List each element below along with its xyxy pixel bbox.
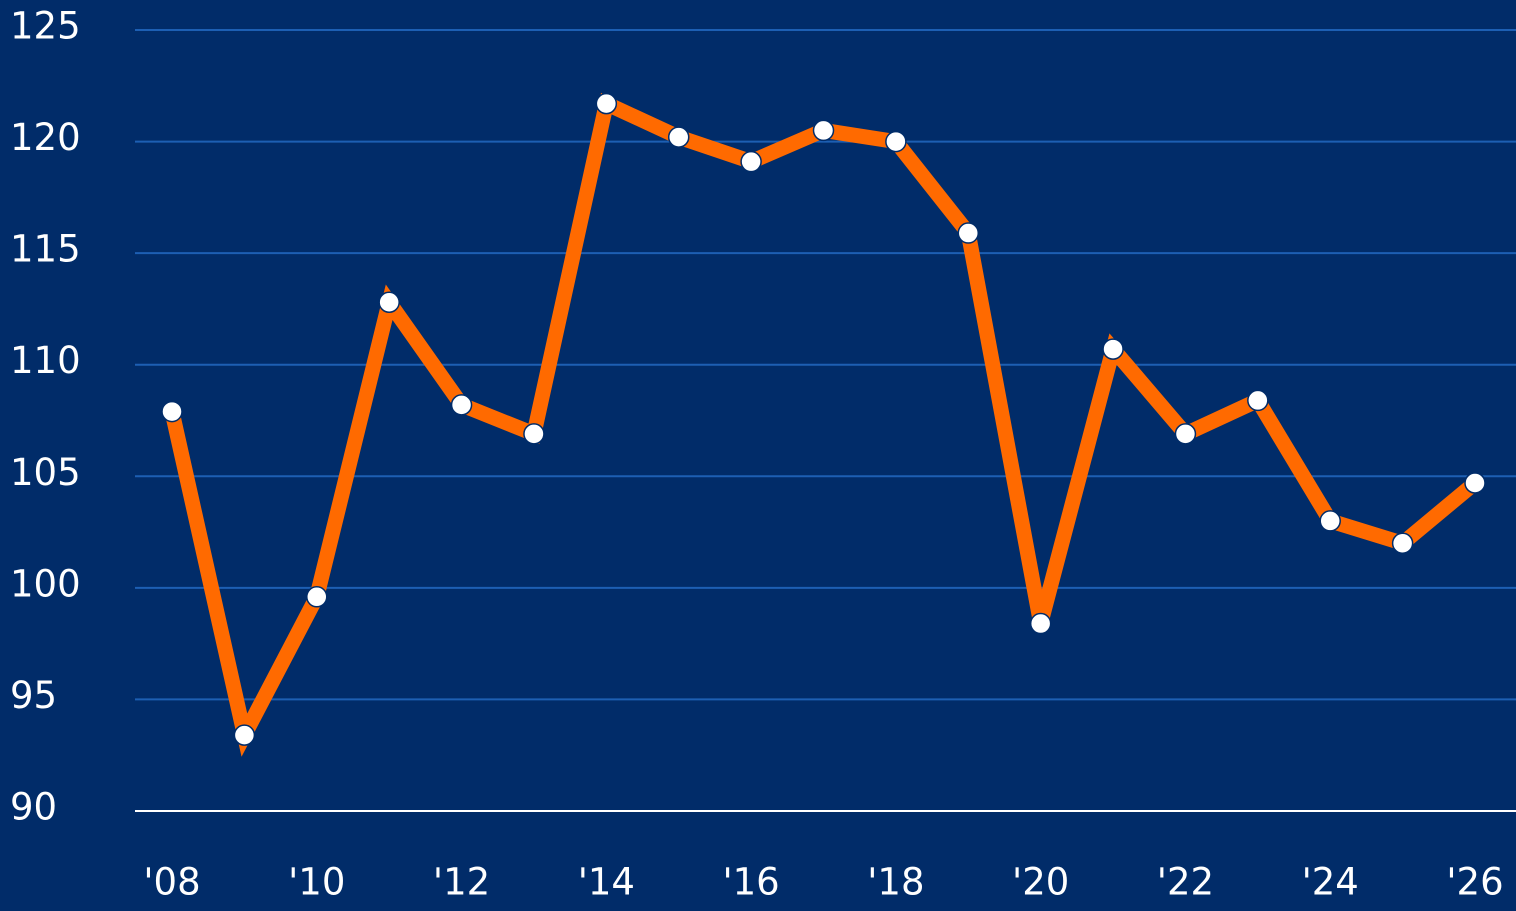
x-tick-label: '18 <box>867 861 924 904</box>
marker <box>667 126 690 148</box>
marker <box>450 394 473 416</box>
y-tick-label: 110 <box>10 339 81 382</box>
x-tick-label: '24 <box>1302 861 1359 904</box>
x-tick-label: '10 <box>288 861 345 904</box>
y-tick-label: 90 <box>10 786 57 829</box>
marker <box>306 586 328 608</box>
marker <box>161 400 183 423</box>
x-tick-label: '08 <box>143 861 200 904</box>
marker <box>595 92 618 115</box>
marker <box>1464 472 1486 494</box>
marker <box>1174 423 1197 445</box>
marker <box>885 130 907 153</box>
y-tick-label: 125 <box>10 5 81 48</box>
marker <box>1029 612 1052 635</box>
x-tick-label: '26 <box>1446 861 1503 904</box>
y-tick-label: 115 <box>10 228 81 271</box>
x-tick-label: '14 <box>578 861 635 904</box>
marker <box>740 150 762 173</box>
y-tick-label: 105 <box>10 451 81 494</box>
marker <box>233 724 256 746</box>
marker <box>523 423 545 445</box>
marker <box>1391 532 1414 554</box>
x-tick-label: '12 <box>433 861 490 904</box>
x-tick-label: '22 <box>1157 861 1214 904</box>
y-tick-label: 100 <box>10 562 81 605</box>
marker <box>812 119 835 142</box>
y-tick-label: 120 <box>10 116 81 159</box>
y-tick-label: 95 <box>10 674 57 717</box>
marker <box>1319 510 1341 532</box>
marker <box>1102 338 1124 360</box>
x-tick-label: '20 <box>1012 861 1069 904</box>
marker <box>957 222 980 244</box>
marker <box>1247 389 1269 412</box>
marker <box>378 291 400 313</box>
x-tick-label: '16 <box>722 861 779 904</box>
